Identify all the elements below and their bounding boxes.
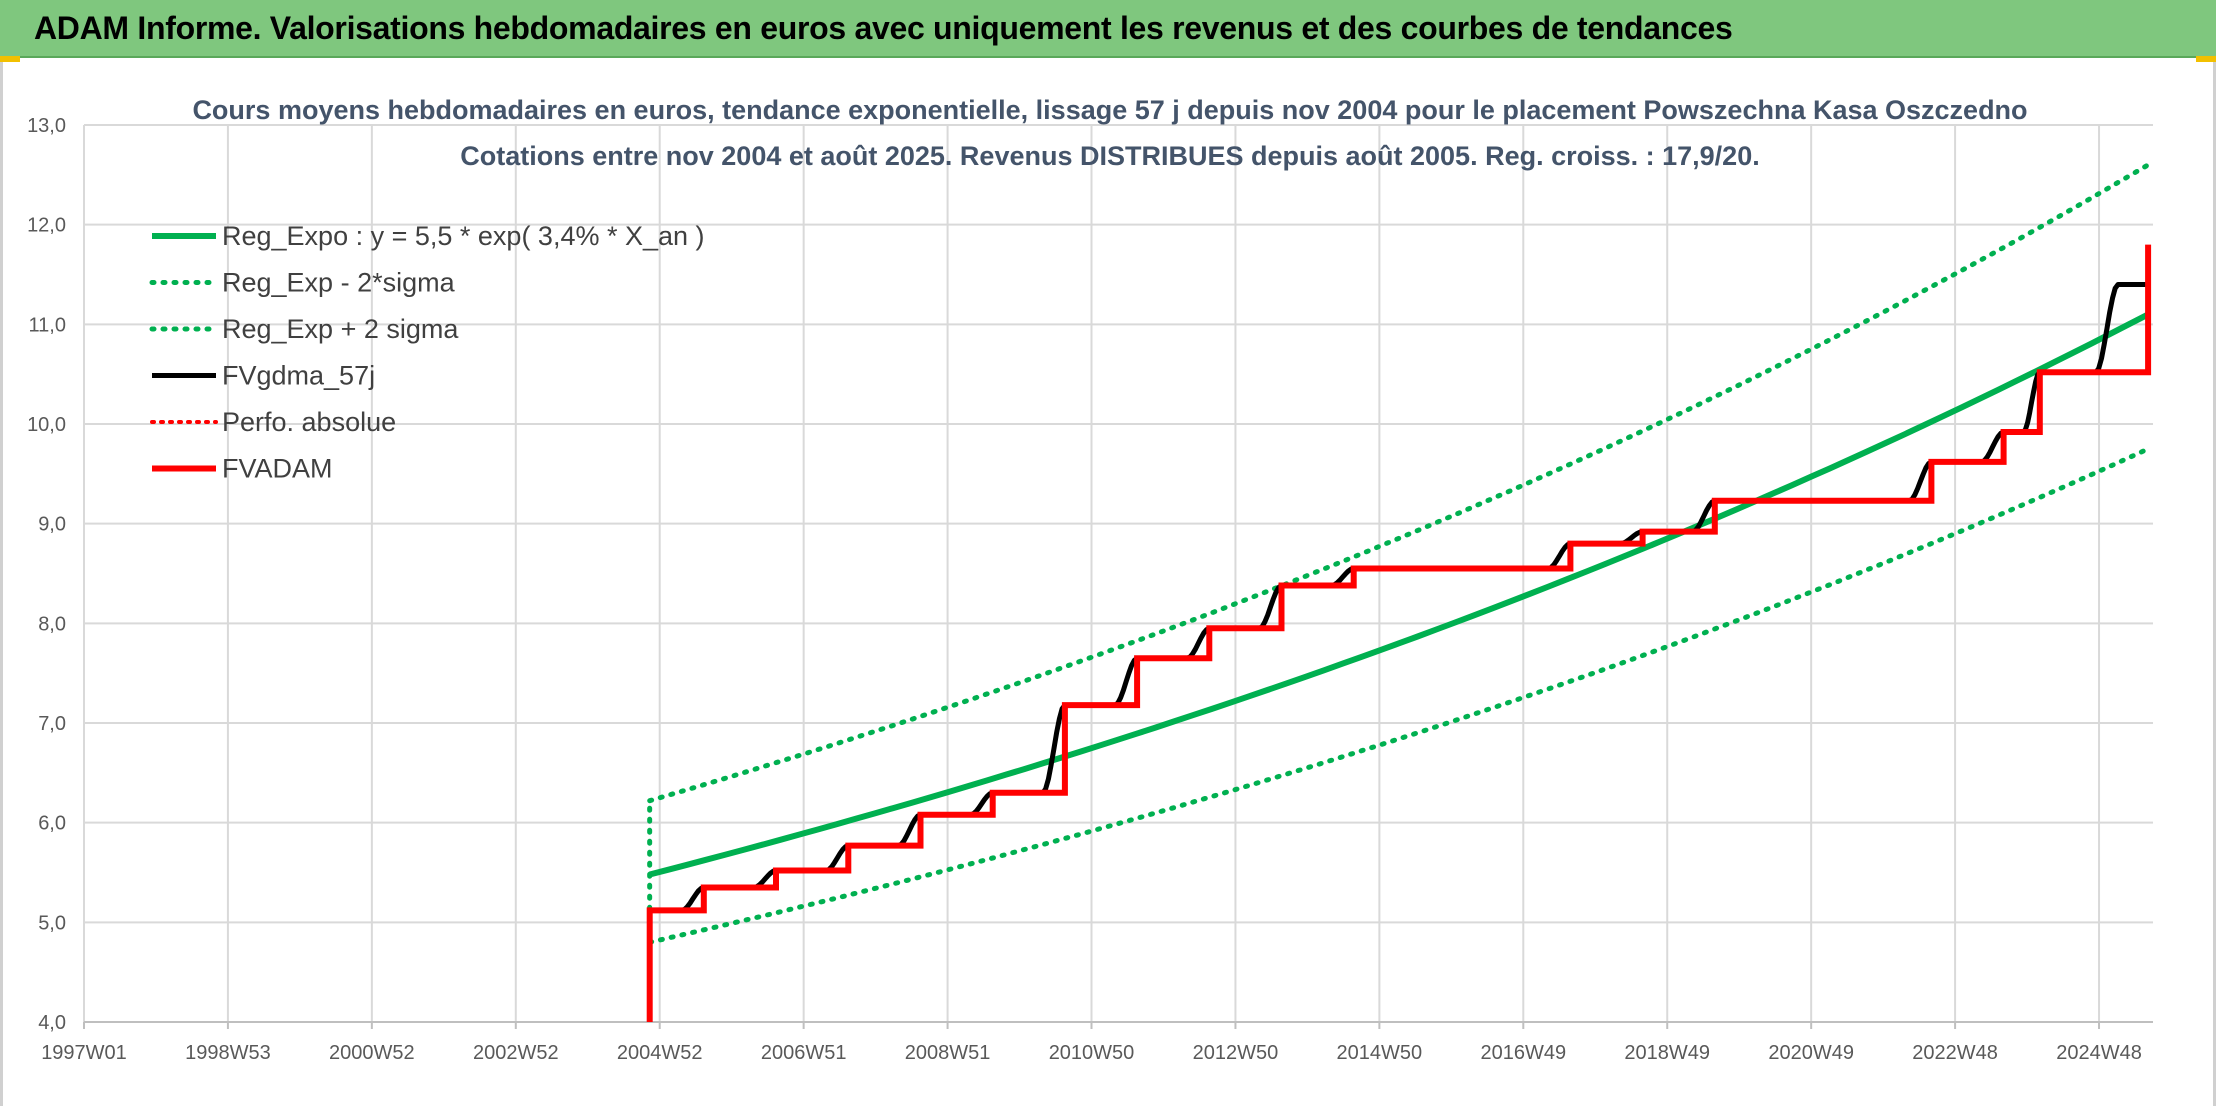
report-title: ADAM Informe. Valorisations hebdomadaire… [34,9,1733,46]
y-tick-label: 10,0 [27,414,66,436]
corner-marker-right [2196,56,2216,62]
report-banner: ADAM Informe. Valorisations hebdomadaire… [0,0,2216,58]
x-tick-label: 2020W49 [1768,1042,1854,1064]
chart-title: Cours moyens hebdomadaires en euros, ten… [192,95,2027,125]
chart-frame [0,62,2216,1106]
y-tick-label: 11,0 [29,314,66,336]
x-tick-label: 2014W50 [1337,1042,1423,1064]
series-reg-exp-plus-2sigma [647,162,2151,804]
x-tick-label: 2010W50 [1049,1042,1135,1064]
legend-label: FVgdma_57j [222,361,375,391]
legend-label: FVADAM [222,454,333,484]
y-tick-label: 6,0 [38,813,66,835]
x-tick-label: 2018W49 [1624,1042,1710,1064]
y-tick-label: 4,0 [38,1012,66,1034]
series-reg-exp-minus-2sigma [647,446,2151,945]
series-layer [646,162,2152,1022]
y-tick-label: 8,0 [38,613,66,635]
y-tick-label: 5,0 [38,912,66,934]
chart-subtitle: Cotations entre nov 2004 et août 2025. R… [460,141,1759,171]
legend-label: Reg_Exp + 2 sigma [222,314,459,344]
axis-layer: 4,0 5,0 6,0 7,0 8,0 9,0 10,0 11,0 12,0 13,0 1997W0… [27,115,2153,1064]
corner-marker-left [0,56,20,62]
x-tick-label: 2024W48 [2056,1042,2142,1064]
series-reg-expo [648,311,2150,878]
legend-label: Perfo. absolue [222,407,396,437]
x-tick-label: 2022W48 [1912,1042,1998,1064]
legend-label: Reg_Exp - 2*sigma [222,268,456,298]
title-layer: Cours moyens hebdomadaires en euros, ten… [192,95,2027,171]
y-tick-label: 13,0 [27,115,66,137]
series-fvadam [646,244,2152,1022]
grid-layer [83,124,2153,1023]
x-tick-label: 2002W52 [473,1042,559,1064]
x-tick-label: 2012W50 [1193,1042,1279,1064]
x-tick-label: 2004W52 [617,1042,703,1064]
x-tick-label: 2008W51 [905,1042,991,1064]
x-tick-label: 1997W01 [41,1042,127,1064]
x-tick-label: 2000W52 [329,1042,415,1064]
legend-label: Reg_Expo : y = 5,5 * exp( 3,4% * X_an ) [222,221,705,251]
y-tick-label: 9,0 [38,514,66,536]
x-tick-label: 2006W51 [761,1042,847,1064]
x-tick-label: 2016W49 [1480,1042,1566,1064]
x-tick-label: 1998W53 [185,1042,271,1064]
legend: Reg_Expo : y = 5,5 * exp( 3,4% * X_an ) R… [149,221,705,484]
y-tick-label: 12,0 [27,215,66,237]
y-tick-label: 7,0 [38,713,66,735]
